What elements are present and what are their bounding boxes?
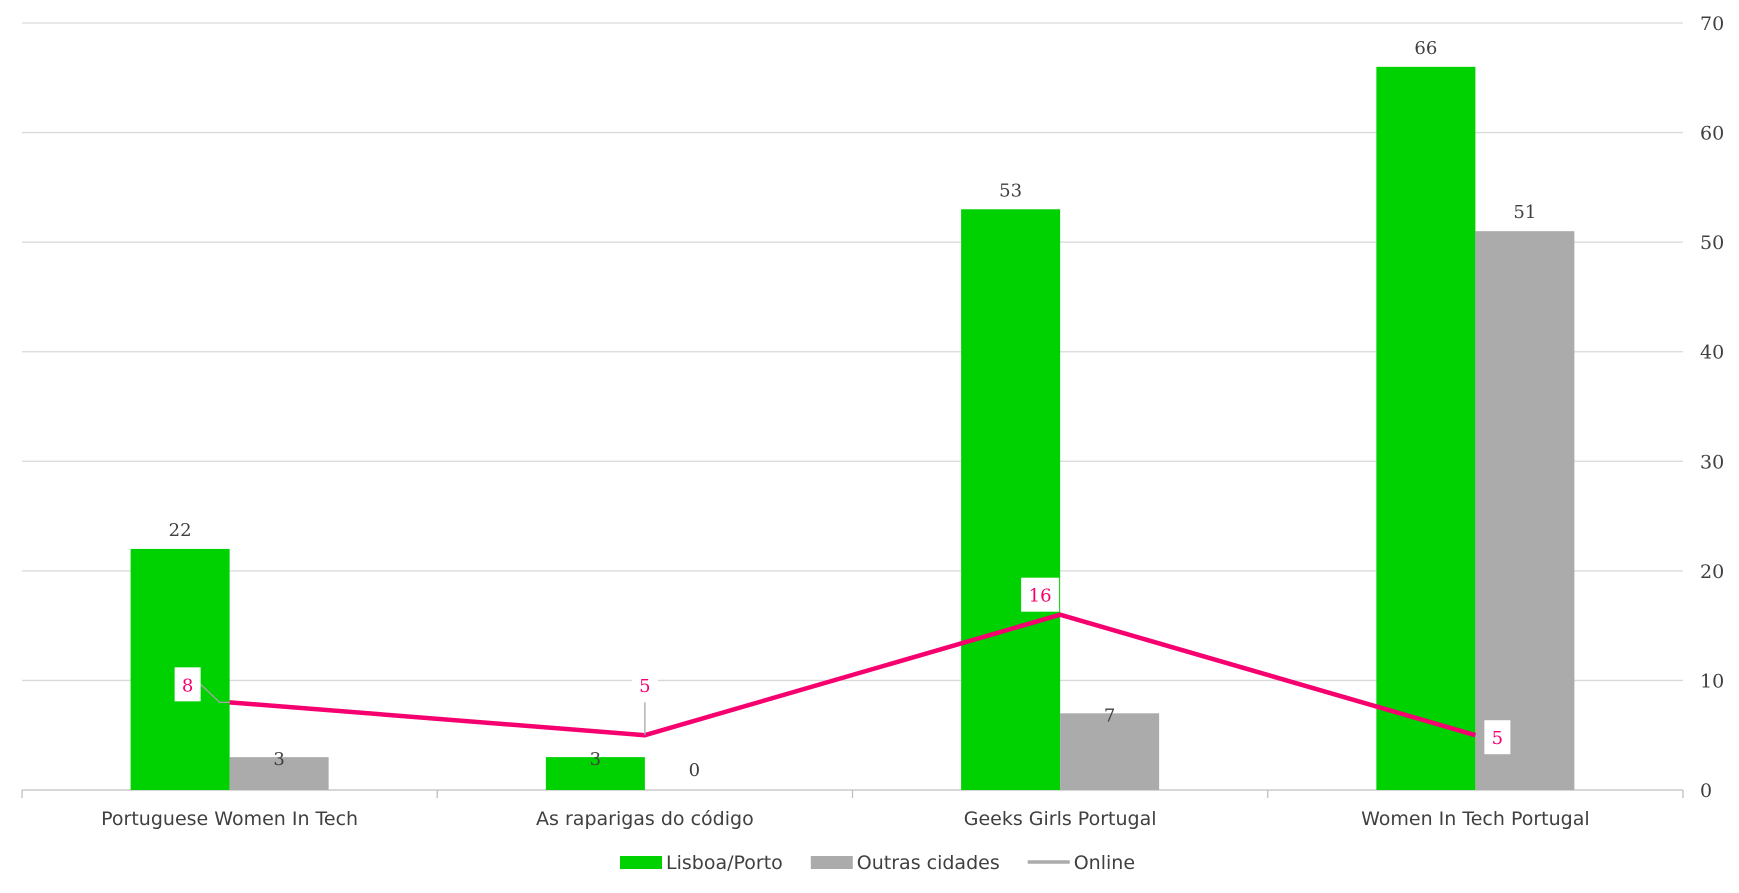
y-tick-label: 20 bbox=[1700, 561, 1724, 583]
leader-line bbox=[200, 683, 230, 703]
x-tick-label: As raparigas do código bbox=[536, 808, 754, 830]
legend-swatch bbox=[810, 856, 853, 869]
x-tick-label: Women In Tech Portugal bbox=[1361, 808, 1590, 830]
bar-data-label: 7 bbox=[1104, 705, 1115, 726]
x-tick-label: Geeks Girls Portugal bbox=[964, 808, 1157, 830]
line-label-box bbox=[631, 668, 658, 703]
bar-lisboa-porto bbox=[961, 209, 1061, 790]
y-tick-label: 0 bbox=[1700, 780, 1712, 802]
bar-data-label: 66 bbox=[1414, 38, 1437, 59]
data-labels: 22 3 53 66 3 0 7 51 8 5 16 5 bbox=[169, 38, 1537, 781]
legend-item-outras-cidades[interactable]: Outras cidades bbox=[810, 852, 1000, 874]
y-tick-label: 50 bbox=[1700, 232, 1724, 254]
x-tick-label: Portuguese Women In Tech bbox=[101, 808, 358, 830]
bar-outras-cidades bbox=[1475, 231, 1575, 790]
line-data-label: 8 bbox=[182, 675, 193, 696]
y-tick-label: 30 bbox=[1700, 451, 1724, 473]
bar-lisboa-porto bbox=[1376, 66, 1476, 791]
bar-data-label: 3 bbox=[273, 749, 284, 770]
bar-data-label: 51 bbox=[1513, 202, 1536, 223]
bar-data-label: 53 bbox=[999, 180, 1022, 201]
legend-label: Online bbox=[1074, 852, 1135, 874]
y-tick-label: 70 bbox=[1700, 13, 1724, 35]
bar-outras-cidades bbox=[229, 757, 329, 790]
y-tick-label: 10 bbox=[1700, 670, 1724, 692]
line-label-box bbox=[1021, 577, 1060, 612]
line-data-label: 16 bbox=[1029, 586, 1052, 607]
line-label-box bbox=[174, 667, 201, 702]
legend-label: Lisboa/Porto bbox=[666, 852, 783, 874]
gridlines bbox=[22, 22, 1683, 682]
line-online bbox=[229, 612, 1477, 738]
line-data-label: 5 bbox=[639, 676, 650, 697]
bar-data-label: 0 bbox=[689, 760, 700, 781]
legend-swatch bbox=[620, 856, 662, 869]
legend[interactable]: Lisboa/Porto Outras cidades Online bbox=[620, 852, 1135, 874]
y-tick-label: 40 bbox=[1700, 342, 1724, 364]
line-label-box bbox=[1484, 720, 1511, 755]
bar-outras-cidades bbox=[1060, 713, 1160, 790]
bar-data-label: 22 bbox=[169, 520, 192, 541]
bar-lisboa-porto bbox=[545, 757, 645, 790]
online-line bbox=[229, 612, 1477, 738]
legend-item-lisboa-porto[interactable]: Lisboa/Porto bbox=[620, 852, 783, 874]
legend-item-online[interactable]: Online bbox=[1027, 852, 1135, 874]
bars bbox=[130, 66, 1575, 791]
legend-label: Outras cidades bbox=[857, 852, 1000, 874]
bar-data-label: 3 bbox=[590, 749, 601, 770]
y-tick-label: 60 bbox=[1700, 123, 1724, 145]
line-data-label: 5 bbox=[1492, 728, 1503, 749]
